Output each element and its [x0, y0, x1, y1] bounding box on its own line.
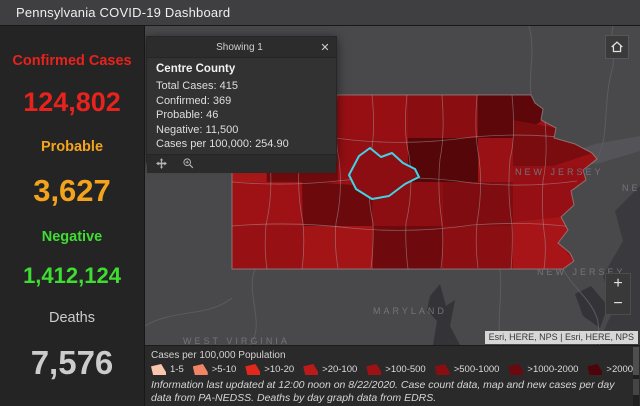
map-zoom-control: + − [605, 273, 631, 315]
scrollbar-thumb[interactable] [633, 347, 639, 375]
legend-label: >20-100 [322, 364, 358, 375]
zoom-out-button[interactable]: − [613, 295, 623, 312]
stat-negative: Negative 1,412,124 [23, 229, 121, 287]
app-header: Pennsylvania COVID-19 Dashboard [0, 0, 640, 26]
county-map[interactable]: NEW JERSEY NEW JERSEY MARYLAND WEST VIRG… [145, 26, 640, 345]
legend-swatch [192, 364, 208, 375]
county-info-popup: Showing 1 ✕ Centre County Total Cases: 4… [146, 36, 337, 173]
legend-label: >1000-2000 [527, 364, 579, 375]
stat-confirmed-cases: Confirmed Cases 124,802 [12, 53, 131, 116]
state-label-new-jersey-south: NEW JERSEY [537, 267, 626, 277]
legend-label: >2000 [606, 364, 634, 375]
popup-county-name: Centre County [156, 63, 236, 75]
state-label-west-virginia: WEST VIRGINIA [183, 336, 290, 345]
popup-confirmed: Confirmed: 369 [156, 94, 232, 107]
zoom-to-icon[interactable] [182, 157, 195, 170]
home-extent-button[interactable] [605, 35, 629, 59]
legend-label: >5-10 [211, 364, 237, 375]
popup-total-cases: Total Cases: 415 [156, 80, 238, 92]
legend-swatch [434, 364, 450, 375]
stat-value: 7,576 [30, 344, 114, 381]
state-label-new-jersey-north: NEW JERSEY [515, 167, 604, 177]
legend-label: >10-20 [264, 364, 295, 375]
legend-item: >2000 [587, 364, 633, 375]
state-label-partial-ne: NE [622, 183, 640, 193]
data-source-note: Information last updated at 12:00 noon o… [151, 379, 615, 404]
panel-scrollbar[interactable] [633, 347, 639, 406]
legend-item: 1-5 [151, 364, 184, 375]
stat-label: Probable [40, 139, 104, 155]
popup-negative: Negative: 11,500 [156, 123, 239, 136]
legend-item: >10-20 [245, 364, 294, 375]
legend-swatch [245, 364, 261, 375]
popup-body: Centre County Total Cases: 415 Confirmed… [147, 58, 336, 154]
pan-to-icon[interactable] [155, 157, 168, 170]
legend-label: >100-500 [385, 364, 426, 375]
popup-probable: Probable: 46 [156, 109, 219, 122]
popup-header: Showing 1 ✕ [147, 37, 336, 58]
stat-value: 3,627 [33, 173, 111, 208]
stats-sidebar: Confirmed Cases 124,802 Probable 3,627 N… [0, 26, 145, 406]
state-label-maryland: MARYLAND [373, 306, 447, 316]
legend-swatch [151, 364, 166, 375]
scrollbar-thumb[interactable] [633, 379, 639, 395]
stat-value: 1,412,124 [23, 263, 121, 288]
popup-footer [147, 153, 336, 173]
legend-item: >20-100 [303, 364, 357, 375]
stat-value: 124,802 [23, 87, 121, 117]
home-icon [611, 41, 623, 53]
legend-swatch [366, 364, 382, 375]
pa-state-outline [231, 94, 598, 270]
legend-item: >1000-2000 [508, 364, 578, 375]
stat-probable: Probable 3,627 [33, 139, 111, 206]
legend-swatch [508, 364, 524, 375]
legend-panel: Cases per 100,000 Population 1-5 >5-10 >… [145, 345, 640, 406]
stat-label: Deaths [49, 310, 95, 326]
legend-title: Cases per 100,000 Population [151, 350, 286, 361]
legend-swatch [303, 364, 319, 375]
stat-deaths: Deaths 7,576 [31, 310, 114, 379]
page-title: Pennsylvania COVID-19 Dashboard [16, 5, 231, 20]
legend-item: >100-500 [366, 364, 426, 375]
legend-row: 1-5 >5-10 >10-20 >20-100 >100-500 >500-1… [151, 364, 633, 375]
legend-swatch [587, 364, 603, 375]
centre-county-highlight[interactable] [348, 147, 420, 200]
zoom-in-button[interactable]: + [613, 275, 623, 292]
stat-label: Confirmed Cases [12, 53, 132, 69]
close-icon[interactable]: ✕ [320, 41, 330, 54]
legend-label: 1-5 [170, 364, 184, 375]
stat-label: Negative [41, 229, 103, 245]
popup-showing-count: Showing 1 [216, 41, 263, 53]
chesapeake-bay-water [427, 284, 460, 345]
legend-item: >500-1000 [434, 364, 500, 375]
map-attribution: Esri, HERE, NPS | Esri, HERE, NPS [484, 331, 638, 344]
legend-item: >5-10 [192, 364, 237, 375]
popup-cases-per-100k: Cases per 100,000: 254.90 [156, 138, 289, 151]
legend-label: >500-1000 [453, 364, 500, 375]
